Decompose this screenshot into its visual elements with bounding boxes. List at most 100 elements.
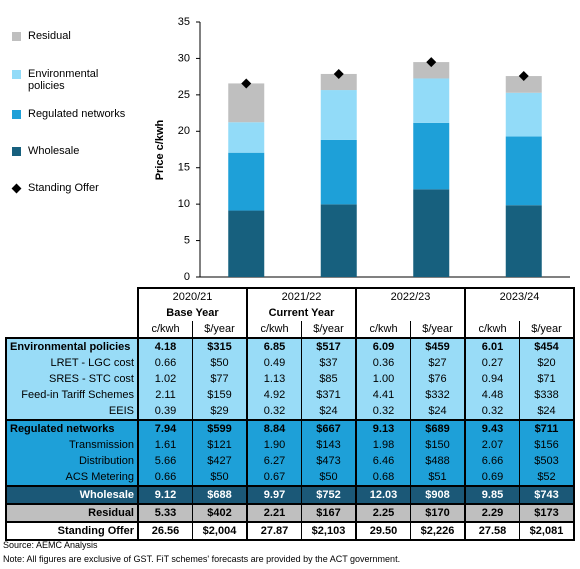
cell: 9.12 (137, 485, 193, 504)
cell: $50 (192, 355, 248, 371)
cell: 0.32 (355, 403, 411, 420)
legend-item: Residual (10, 30, 135, 42)
cell: $150 (410, 437, 466, 453)
cell: 9.85 (464, 485, 520, 504)
cell: $29 (192, 403, 248, 420)
cell: 6.46 (355, 453, 411, 469)
y-tick-label: 30 (178, 52, 190, 64)
y-tick-label: 35 (178, 16, 190, 28)
cell: $427 (192, 453, 248, 469)
legend-label: Standing Offer (28, 182, 99, 194)
cell: $402 (192, 503, 248, 522)
legend-swatch (12, 147, 21, 156)
y-tick-label: 0 (184, 271, 190, 283)
cell: 0.36 (355, 355, 411, 371)
cell: 12.03 (355, 485, 411, 504)
unit-header: c/kwh (137, 321, 193, 339)
cell: 27.58 (464, 521, 520, 541)
row-label: Distribution (5, 453, 139, 469)
row-label: LRET - LGC cost (5, 355, 139, 371)
table-row: EEIS 0.39 $29 0.32 $24 0.32 $24 0.32 $24 (5, 403, 575, 420)
cell: $27 (410, 355, 466, 371)
y-axis-label: Price c/kwh (154, 119, 166, 180)
legend-swatch (12, 32, 21, 41)
cell: $599 (192, 419, 248, 437)
cell: $752 (301, 485, 357, 504)
table-row: Environmental policies 4.18 $315 6.85 $517 6.… (5, 337, 575, 355)
header-row: 2020/21 2021/22 2022/23 2023/24 (6, 287, 575, 305)
table-row: Wholesale 9.12 $688 9.97 $752 12.03 $908 9.85 $7… (5, 485, 575, 504)
standing-offer-marker (518, 71, 529, 82)
blank (6, 305, 138, 321)
bar-segment (228, 83, 265, 123)
cell: 8.84 (246, 419, 302, 437)
table-row: Residual 5.33 $402 2.21 $167 2.25 $170 2.29 $173 (5, 503, 575, 522)
y-tick-label: 25 (178, 89, 190, 101)
cell: 2.07 (464, 437, 520, 453)
cell: 2.21 (246, 503, 302, 522)
cell: 0.66 (137, 355, 193, 371)
cell: $459 (410, 337, 466, 355)
cell: $167 (301, 503, 357, 522)
cell: $2,081 (519, 521, 575, 541)
cell: 6.66 (464, 453, 520, 469)
cell: 1.98 (355, 437, 411, 453)
cell: $454 (519, 337, 575, 355)
table-row: Distribution 5.66 $427 6.27 $473 6.46 $488 6.66… (5, 453, 575, 469)
y-tick-label: 20 (178, 125, 190, 137)
cell: $170 (410, 503, 466, 522)
cell: 0.32 (246, 403, 302, 420)
standing-offer-marker (241, 78, 252, 89)
cell: 2.25 (355, 503, 411, 522)
cell: $76 (410, 371, 466, 387)
legend-label: Regulated networks (28, 108, 126, 120)
cell: $2,226 (410, 521, 466, 541)
cell: $159 (192, 387, 248, 403)
data-table: 2020/21 2021/22 2022/23 2023/24 Base Year Cur… (5, 287, 575, 541)
year-header: 2022/23 (355, 287, 466, 305)
legend-swatch (12, 110, 21, 119)
cell: $50 (192, 469, 248, 486)
row-label: ACS Metering (5, 469, 139, 486)
note: Note: All figures are exclusive of GST. … (3, 554, 401, 564)
bar-segment (413, 62, 450, 79)
row-label: Regulated networks (5, 419, 139, 437)
cell: 27.87 (246, 521, 302, 541)
year-header: 2021/22 (246, 287, 357, 305)
cell: $121 (192, 437, 248, 453)
cell: $20 (519, 355, 575, 371)
cell: $908 (410, 485, 466, 504)
cell: 2.11 (137, 387, 193, 403)
sub-header: Base Year (137, 305, 248, 321)
cell: $332 (410, 387, 466, 403)
unit-header: $/year (192, 321, 248, 339)
bar-segment (320, 73, 357, 91)
cell: 1.90 (246, 437, 302, 453)
cell: 1.02 (137, 371, 193, 387)
standing-offer-marker (426, 57, 437, 68)
cell: 0.66 (137, 469, 193, 486)
sub-header: Current Year (246, 305, 357, 321)
cell: 1.61 (137, 437, 193, 453)
header-row: c/kwh $/year c/kwh $/year c/kwh $/year c/kwh $/… (6, 321, 575, 339)
cell: 9.43 (464, 419, 520, 437)
cell: 7.94 (137, 419, 193, 437)
table-row: Feed-in Tariff Schemes 2.11 $159 4.92 $371 4.… (5, 387, 575, 403)
bar-segment (505, 136, 542, 206)
cell: $143 (301, 437, 357, 453)
cell: $488 (410, 453, 466, 469)
cell: 5.66 (137, 453, 193, 469)
cell: 4.18 (137, 337, 193, 355)
y-tick-label: 5 (184, 234, 190, 246)
cell: 4.92 (246, 387, 302, 403)
year-header: 2020/21 (137, 287, 248, 305)
row-label: Transmission (5, 437, 139, 453)
unit-header: c/kwh (355, 321, 411, 339)
cell: $24 (301, 403, 357, 420)
row-label: Environmental policies (5, 337, 139, 355)
row-label: Standing Offer (5, 521, 139, 541)
cell: 0.39 (137, 403, 193, 420)
cell: 9.97 (246, 485, 302, 504)
cell: $689 (410, 419, 466, 437)
